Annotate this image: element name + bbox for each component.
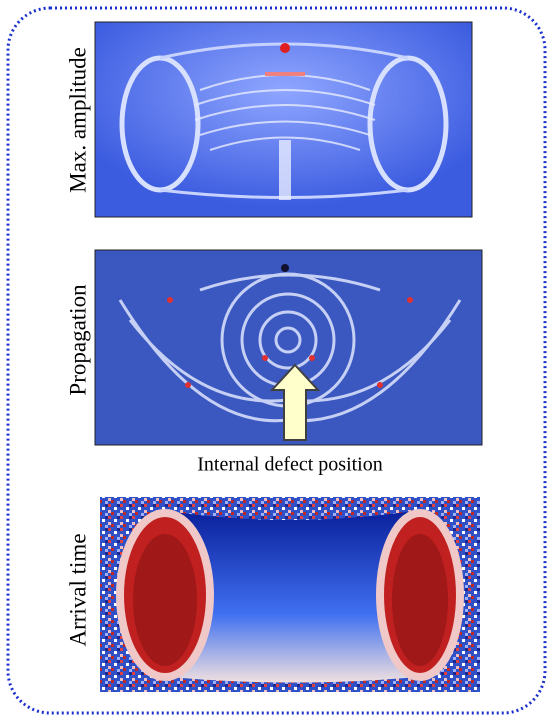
page: Max. amplitude Propagation Internal defe… <box>0 0 553 721</box>
arrival-time-panel <box>100 497 480 692</box>
panel-label: Propagation <box>65 284 90 396</box>
max-amplitude-panel <box>95 22 472 217</box>
figure: Max. amplitude Propagation Internal defe… <box>0 0 553 721</box>
caption: Internal defect position <box>197 454 383 476</box>
panel-label: Max. amplitude <box>65 47 90 193</box>
propagation-panel <box>95 250 482 445</box>
panel-label: Arrival time <box>65 533 90 646</box>
